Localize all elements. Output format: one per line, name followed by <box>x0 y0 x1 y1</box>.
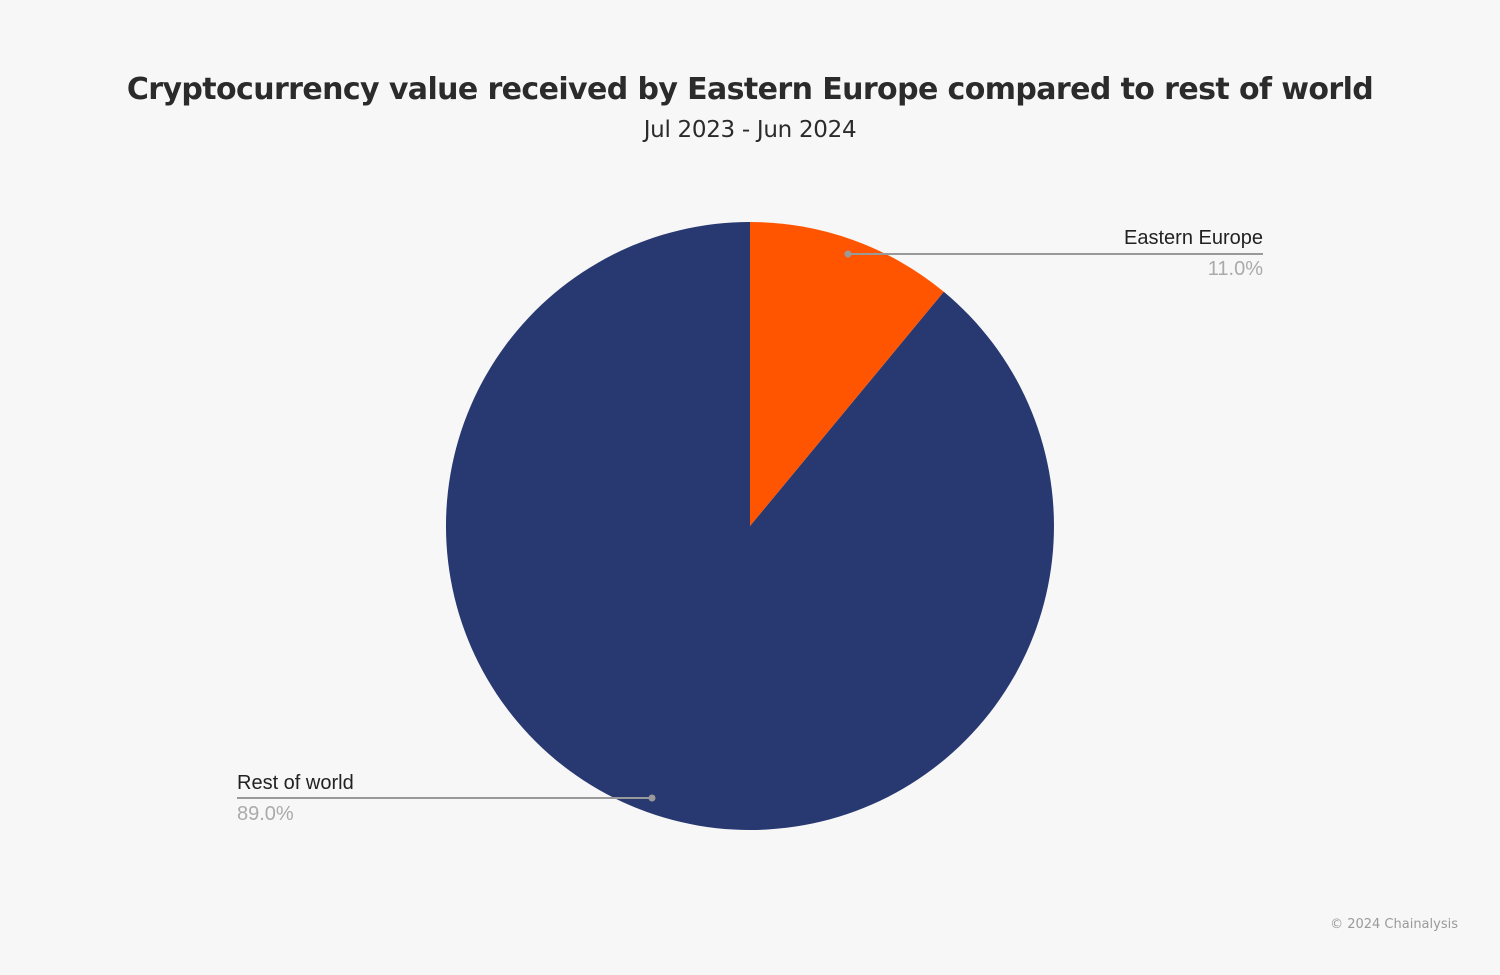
chart-subtitle: Jul 2023 - Jun 2024 <box>643 117 857 143</box>
leader-dot-rest-of-world <box>648 794 656 802</box>
label-rest-of-world: Rest of world <box>237 772 354 794</box>
copyright-footer: © 2024 Chainalysis <box>1330 917 1458 932</box>
leader-dot-eastern-europe <box>844 250 852 258</box>
slice-rest-of-world[interactable] <box>445 222 1054 831</box>
slice-eastern-europe[interactable] <box>750 222 944 526</box>
chart-title: Cryptocurrency value received by Eastern… <box>126 72 1374 107</box>
value-eastern-europe: 11.0% <box>1207 258 1263 280</box>
label-eastern-europe: Eastern Europe <box>1124 227 1263 249</box>
value-rest-of-world: 89.0% <box>237 803 294 825</box>
